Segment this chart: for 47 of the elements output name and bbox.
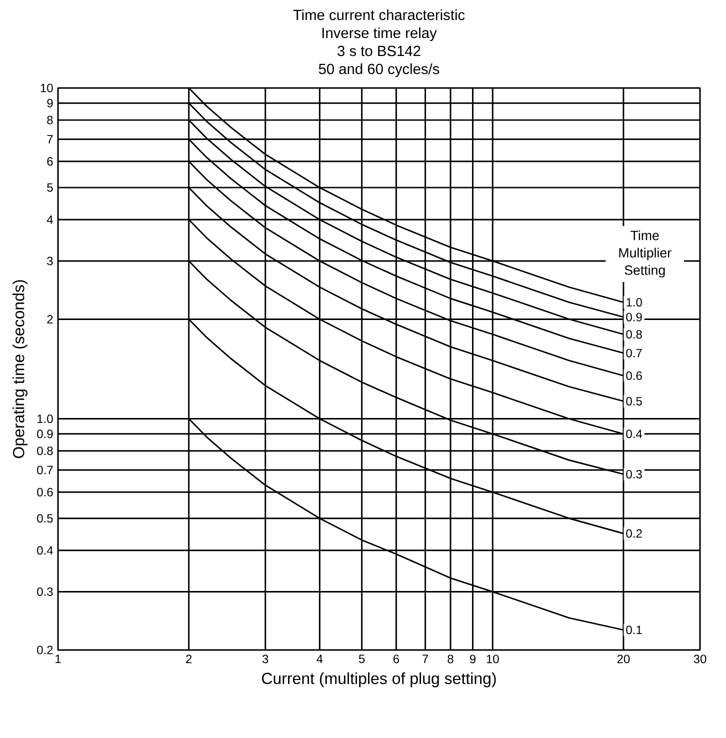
series-label: 0.5 bbox=[626, 396, 642, 406]
series-label: 0.3 bbox=[626, 470, 642, 478]
y-tick-label: 1.0 bbox=[38, 414, 53, 424]
series-label: 0.8 bbox=[626, 330, 642, 339]
y-tick-label: 6 bbox=[47, 157, 53, 166]
y-tick-label: 7 bbox=[47, 135, 53, 144]
x-tick-label: 4 bbox=[316, 654, 323, 663]
y-tick-label: 0.7 bbox=[37, 466, 53, 474]
y-tick-label: 0.4 bbox=[37, 546, 53, 555]
series-label: 0.2 bbox=[626, 529, 642, 538]
y-tick-label: 0.8 bbox=[37, 446, 53, 456]
x-tick-label: 3 bbox=[262, 654, 268, 664]
y-tick-label: 0.2 bbox=[37, 646, 53, 654]
y-tick-label: 9 bbox=[47, 98, 53, 108]
y-tick-label: 3 bbox=[47, 256, 53, 266]
series-label: 0.1 bbox=[626, 626, 642, 634]
chart-subtitle: Inverse time relay bbox=[322, 27, 437, 42]
series-label: 0.7 bbox=[626, 348, 642, 358]
series-label: 1.0 bbox=[626, 298, 642, 307]
y-tick-label: 8 bbox=[47, 116, 53, 124]
x-tick-label: 9 bbox=[470, 654, 476, 664]
text: 3 s to BS142 bbox=[338, 46, 420, 56]
x-tick-label: 2 bbox=[186, 654, 192, 664]
y-tick-label: 0.5 bbox=[37, 514, 53, 523]
x-tick-label: 7 bbox=[422, 654, 428, 663]
x-axis-title: Current (multiples of plug setting) bbox=[262, 672, 496, 688]
chart-title: Time current characteristic bbox=[293, 9, 465, 20]
series-label: 0.4 bbox=[626, 430, 642, 438]
series-label: 0.9 bbox=[626, 312, 642, 322]
y-tick-label: 0.9 bbox=[37, 430, 53, 438]
y-tick-label: 0.3 bbox=[37, 587, 53, 596]
series-label: 0.6 bbox=[626, 371, 642, 380]
y-axis-title: Operating time (seconds) bbox=[12, 280, 28, 458]
y-tick-label: 0.6 bbox=[37, 488, 53, 496]
x-tick-label: 10 bbox=[486, 654, 499, 664]
x-tick-label: 8 bbox=[448, 654, 454, 664]
legend-title: Time Multiplier Setting bbox=[619, 230, 672, 278]
y-tick-label: 2 bbox=[47, 315, 53, 324]
x-tick-label: 30 bbox=[694, 654, 706, 664]
x-tick-label: 20 bbox=[617, 654, 630, 664]
y-tick-label: 10 bbox=[40, 84, 53, 92]
x-tick-label: 1 bbox=[56, 654, 61, 663]
y-tick-label: 4 bbox=[46, 216, 53, 224]
text: 50 and 60 cycles/s bbox=[318, 63, 440, 78]
y-tick-label: 5 bbox=[47, 183, 53, 192]
x-tick-label: 6 bbox=[393, 654, 400, 664]
x-tick-label: 5 bbox=[358, 654, 365, 664]
